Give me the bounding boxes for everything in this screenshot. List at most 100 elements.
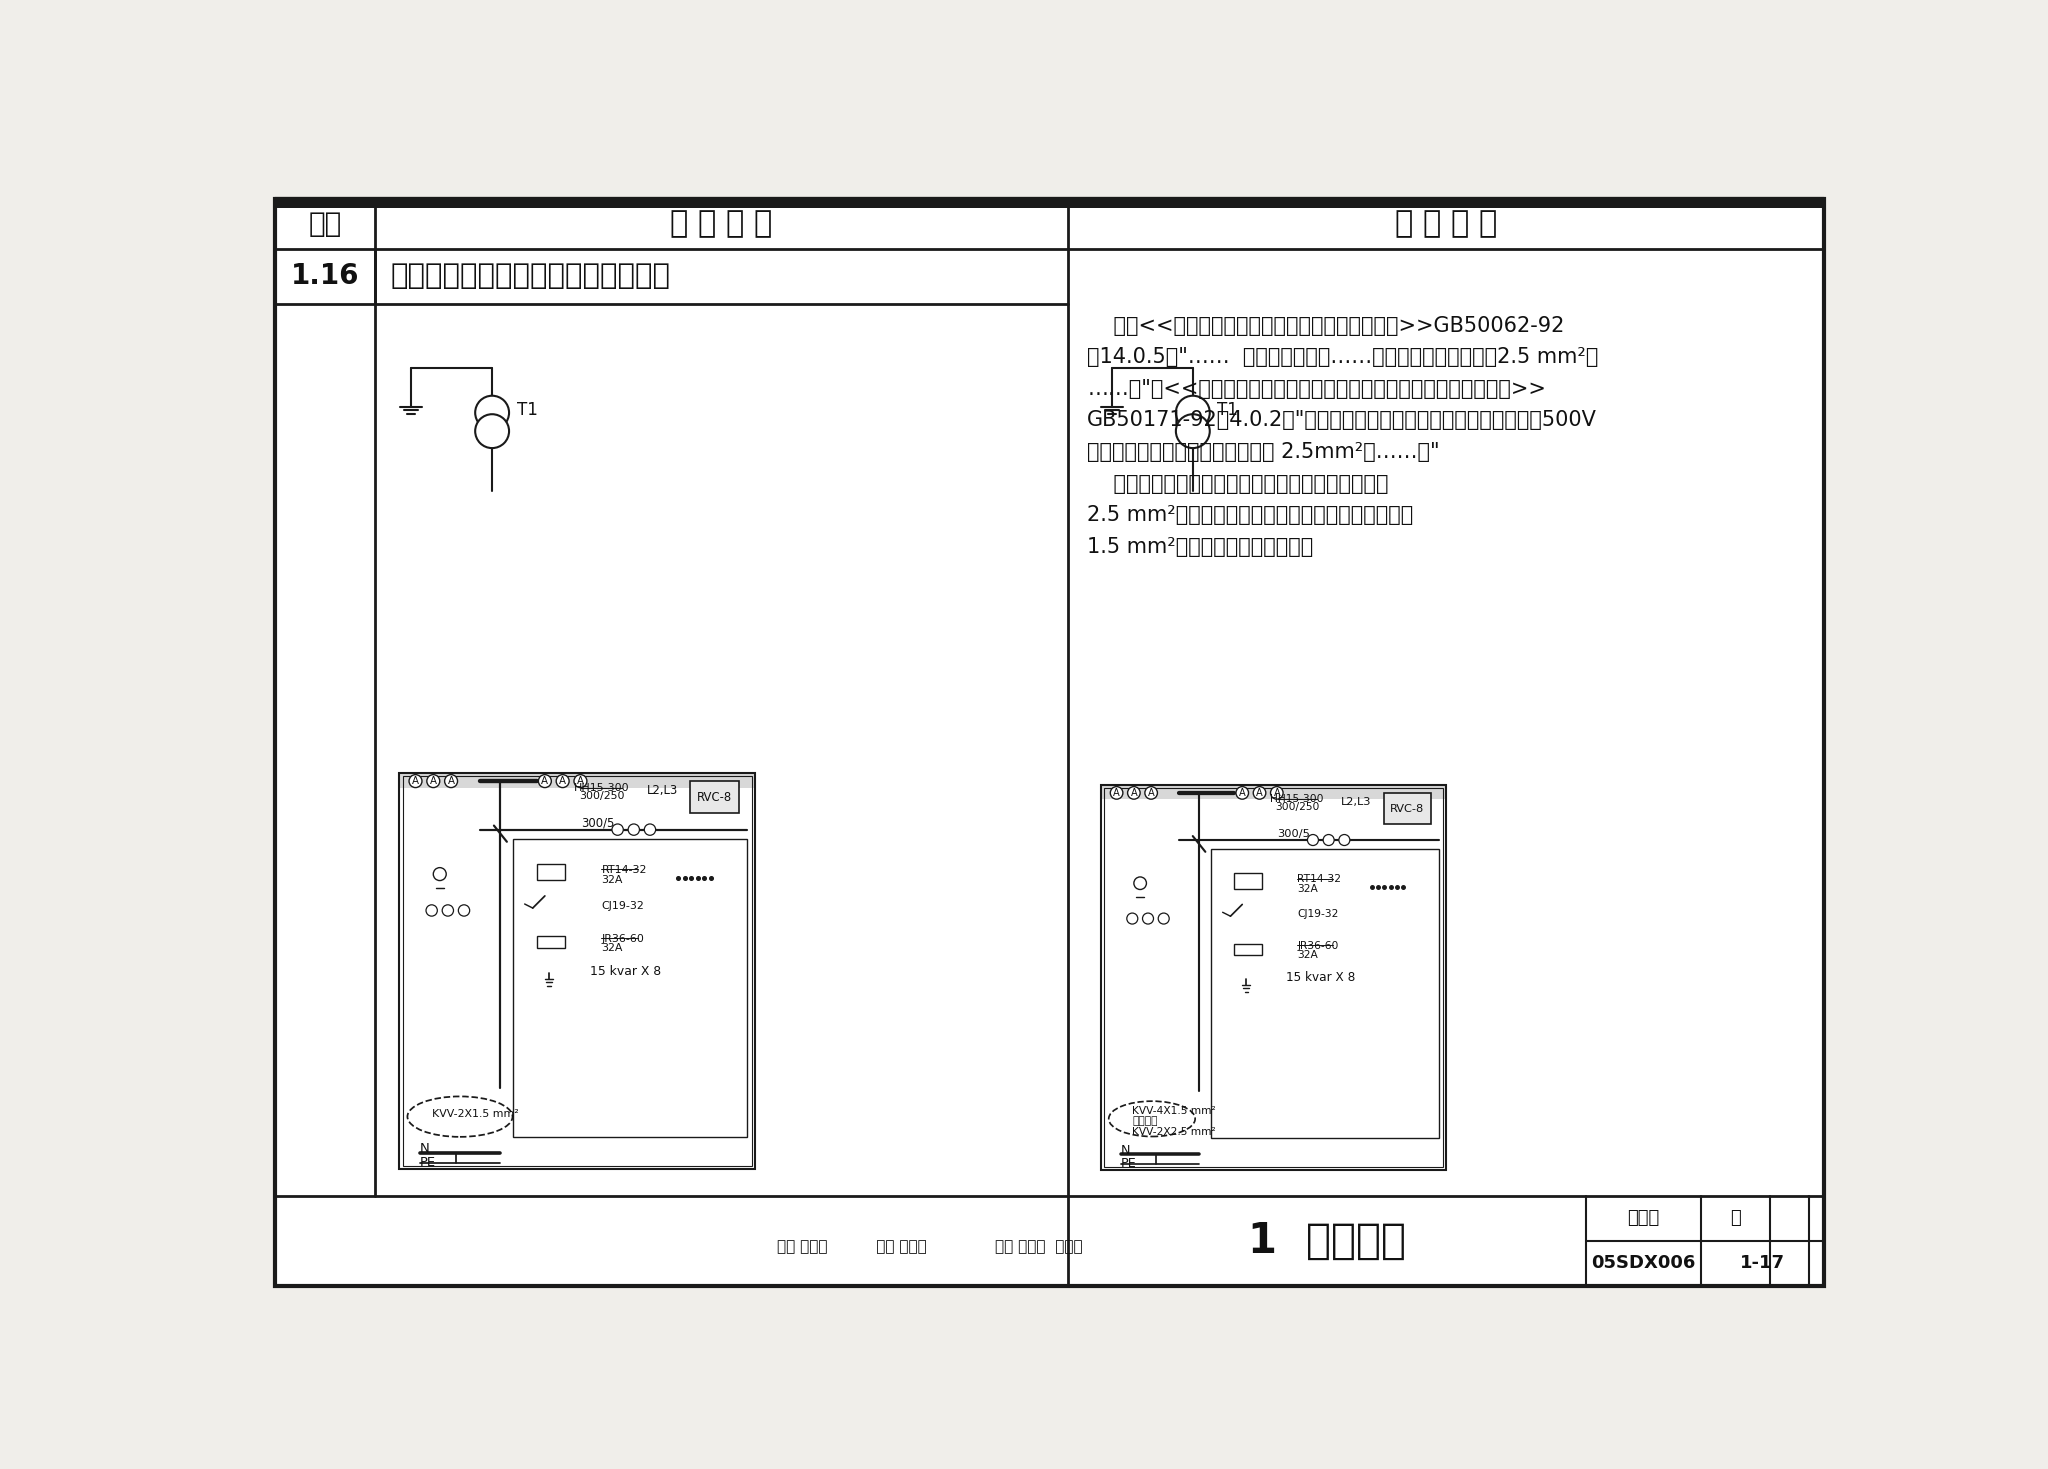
- Text: 审核 孙成群          校对 李雪佩              设计 刘屏周  沙渔渔: 审核 孙成群 校对 李雪佩 设计 刘屏周 沙渔渔: [778, 1240, 1083, 1255]
- Text: 功率因数控制器电流端子接线截面小: 功率因数控制器电流端子接线截面小: [391, 263, 670, 291]
- Text: 2.5 mm²。为了减少控制电缆的种类，也可采用四芯: 2.5 mm²。为了减少控制电缆的种类，也可采用四芯: [1087, 505, 1413, 524]
- Text: ……。"及<<电气装置安装工程盘、柜及二次回路结线施工及验收规范>>: ……。"及<<电气装置安装工程盘、柜及二次回路结线施工及验收规范>>: [1087, 379, 1546, 398]
- Bar: [1235, 873, 1262, 889]
- Circle shape: [475, 414, 510, 448]
- Text: A: A: [1239, 787, 1245, 798]
- Text: RT14-32: RT14-32: [602, 865, 647, 876]
- Text: N: N: [1120, 1144, 1130, 1156]
- Text: RVC-8: RVC-8: [696, 790, 733, 804]
- Text: 两线并联: 两线并联: [1133, 1116, 1157, 1127]
- Bar: [274, 198, 1825, 207]
- Circle shape: [434, 868, 446, 880]
- Text: 页: 页: [1731, 1209, 1741, 1227]
- Circle shape: [1270, 786, 1284, 799]
- Circle shape: [1135, 877, 1147, 890]
- Circle shape: [1145, 786, 1157, 799]
- Circle shape: [1307, 834, 1319, 846]
- Text: 根据<<电力装置的继电保护和自动装置设计规范>>GB50062-92: 根据<<电力装置的继电保护和自动装置设计规范>>GB50062-92: [1087, 316, 1565, 335]
- Circle shape: [426, 774, 440, 787]
- Text: 1.5 mm²的电缆，两线并联使用。: 1.5 mm²的电缆，两线并联使用。: [1087, 536, 1313, 557]
- Bar: [403, 776, 752, 1166]
- Circle shape: [557, 774, 569, 787]
- Text: A: A: [578, 776, 584, 786]
- Text: A: A: [1114, 787, 1120, 798]
- Bar: [1235, 943, 1262, 955]
- Circle shape: [629, 824, 639, 836]
- Bar: [399, 773, 756, 787]
- Text: T1: T1: [516, 401, 539, 419]
- Bar: [1210, 849, 1438, 1138]
- Text: T1: T1: [1217, 401, 1239, 419]
- Text: PE: PE: [420, 1156, 436, 1169]
- Circle shape: [1143, 914, 1153, 924]
- Circle shape: [1176, 414, 1210, 448]
- Text: A: A: [430, 776, 436, 786]
- Bar: [399, 773, 756, 1169]
- Text: HH15-300: HH15-300: [573, 783, 629, 793]
- Circle shape: [442, 905, 453, 917]
- Text: 05SDX006: 05SDX006: [1591, 1255, 1696, 1272]
- Bar: [1102, 784, 1446, 799]
- Text: 1.16: 1.16: [291, 263, 358, 291]
- Text: 300/250: 300/250: [580, 790, 625, 801]
- Circle shape: [1237, 786, 1249, 799]
- Text: 常 见 问 题: 常 见 问 题: [670, 209, 772, 238]
- Text: KVV-2X1.5 mm²: KVV-2X1.5 mm²: [432, 1109, 518, 1119]
- Circle shape: [1253, 786, 1266, 799]
- Text: 15 kvar X 8: 15 kvar X 8: [1286, 971, 1356, 984]
- Text: 300/250: 300/250: [1276, 802, 1319, 812]
- Text: 图集号: 图集号: [1628, 1209, 1659, 1227]
- Bar: [1104, 789, 1444, 1166]
- Text: A: A: [1147, 787, 1155, 798]
- Bar: [1102, 784, 1446, 1169]
- Text: 要求，功率因数控制器电流端子接线截面不应小于: 要求，功率因数控制器电流端子接线截面不应小于: [1087, 473, 1389, 494]
- Bar: [512, 839, 748, 1137]
- Text: A: A: [559, 776, 565, 786]
- Text: GB50171-92第4.0.2条"盘、柜内的配线电流回路应采用电压不低于500V: GB50171-92第4.0.2条"盘、柜内的配线电流回路应采用电压不低于500…: [1087, 410, 1597, 430]
- Circle shape: [475, 395, 510, 429]
- Circle shape: [1176, 395, 1210, 429]
- Text: 32A: 32A: [1296, 950, 1319, 961]
- Text: RVC-8: RVC-8: [1391, 804, 1423, 814]
- Text: 第14.0.5条"……  一、电缆回路：……电缆芯线截面不应小于2.5 mm²。: 第14.0.5条"…… 一、电缆回路：……电缆芯线截面不应小于2.5 mm²。: [1087, 347, 1599, 367]
- Text: A: A: [1130, 787, 1137, 798]
- Circle shape: [444, 774, 457, 787]
- Circle shape: [1159, 914, 1169, 924]
- Text: JR36-60: JR36-60: [602, 934, 645, 943]
- Circle shape: [1126, 914, 1139, 924]
- Text: HH15-300: HH15-300: [1270, 795, 1323, 804]
- Text: 1  供电系统: 1 供电系统: [1247, 1219, 1405, 1262]
- Bar: [537, 864, 565, 880]
- Bar: [537, 936, 565, 949]
- Circle shape: [539, 774, 551, 787]
- Text: A: A: [1274, 787, 1280, 798]
- Text: KVV-4X1.5 mm²: KVV-4X1.5 mm²: [1133, 1106, 1217, 1116]
- Circle shape: [645, 824, 655, 836]
- Bar: [690, 782, 739, 814]
- Text: 300/5: 300/5: [1278, 829, 1311, 839]
- Text: N: N: [420, 1143, 430, 1156]
- Text: 改 进 措 施: 改 进 措 施: [1395, 209, 1497, 238]
- Text: 32A: 32A: [602, 943, 623, 953]
- Text: A: A: [412, 776, 420, 786]
- Text: RT14-32: RT14-32: [1296, 874, 1341, 884]
- Text: 的铜芯绝缘导线，其截面不应小于 2.5mm²；……。": 的铜芯绝缘导线，其截面不应小于 2.5mm²；……。": [1087, 442, 1440, 461]
- Text: CJ19-32: CJ19-32: [602, 900, 645, 911]
- Text: 32A: 32A: [602, 874, 623, 884]
- Circle shape: [1110, 786, 1122, 799]
- Text: CJ19-32: CJ19-32: [1296, 909, 1339, 918]
- Circle shape: [1323, 834, 1333, 846]
- Text: A: A: [449, 776, 455, 786]
- Text: 300/5: 300/5: [582, 817, 614, 830]
- Text: 15 kvar X 8: 15 kvar X 8: [590, 965, 662, 977]
- Circle shape: [1339, 834, 1350, 846]
- Circle shape: [426, 905, 438, 917]
- Text: A: A: [541, 776, 549, 786]
- Text: L2,L3: L2,L3: [1341, 798, 1372, 808]
- Circle shape: [612, 824, 623, 836]
- Text: L2,L3: L2,L3: [647, 784, 678, 798]
- Bar: [1384, 793, 1432, 824]
- Text: 1-17: 1-17: [1741, 1255, 1786, 1272]
- Text: A: A: [1255, 787, 1264, 798]
- Text: PE: PE: [1120, 1158, 1137, 1171]
